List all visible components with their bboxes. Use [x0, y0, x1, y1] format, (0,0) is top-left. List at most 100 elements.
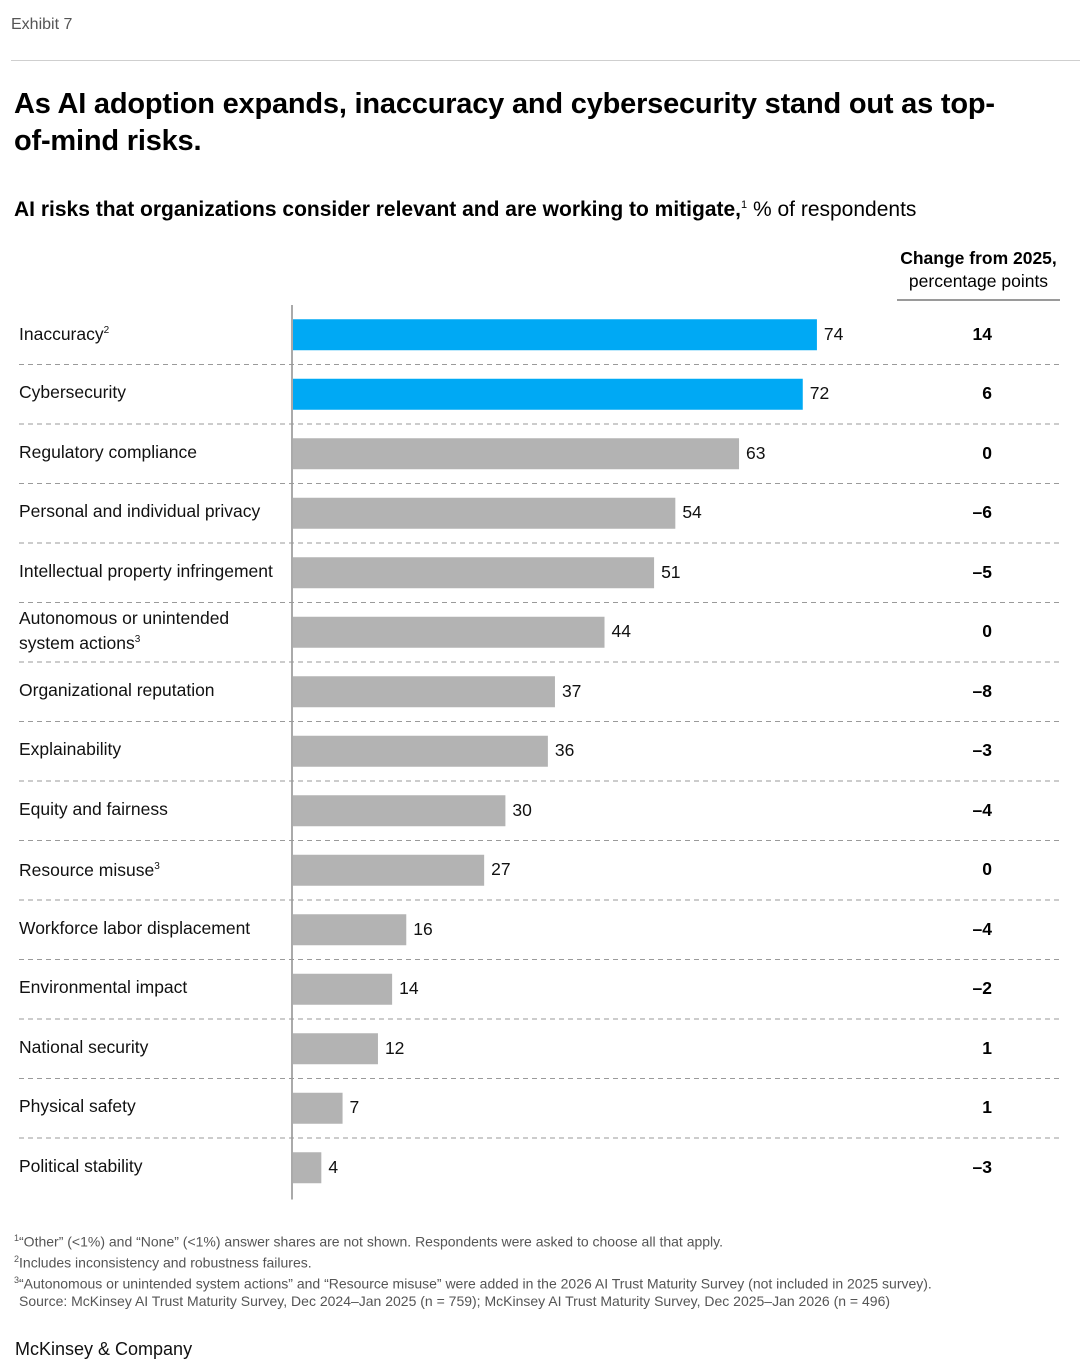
category-label-text: Autonomous or unintended system actions — [19, 607, 230, 653]
brand-logo-text: McKinsey & Company — [15, 1339, 193, 1359]
change-header-rule — [897, 299, 1060, 301]
category-label: Workforce labor displacement — [19, 917, 284, 939]
category-label: Equity and fairness — [19, 798, 284, 820]
bar-workforce-labor-displacement — [293, 914, 407, 946]
subtitle-bold: AI risks that organizations consider rel… — [14, 198, 742, 221]
change-value-label: 0 — [982, 859, 992, 880]
bar-intellectual-property-infringement — [293, 557, 655, 589]
bar-resource-misuse — [293, 854, 485, 886]
change-value-label: –6 — [972, 502, 992, 523]
category-label-text: Resource misuse — [19, 859, 155, 880]
change-header-line2: percentage points — [908, 271, 1049, 291]
category-label-text: Cybersecurity — [19, 382, 126, 403]
change-value-label: 1 — [982, 1097, 992, 1118]
category-label-text: Inaccuracy — [19, 324, 104, 345]
category-label: Inaccuracy2 — [19, 320, 284, 345]
change-value-label: 6 — [982, 383, 992, 404]
bar-national-security — [293, 1033, 378, 1065]
category-label: Cybersecurity — [19, 381, 284, 403]
change-value-label: –3 — [972, 740, 992, 761]
bar-value-label: 27 — [491, 859, 511, 880]
footnote-1: 1“Other” (<1%) and “None” (<1%) answer s… — [14, 1230, 1064, 1251]
change-column-header: Change from 2025, percentage points — [897, 247, 1060, 293]
bar-inaccuracy — [293, 319, 817, 351]
category-label-text: Workforce labor displacement — [19, 917, 251, 938]
bar-cybersecurity — [293, 378, 803, 410]
category-label: Intellectual property infringement — [19, 560, 284, 582]
change-value-label: 0 — [982, 621, 992, 642]
footnotes: 1“Other” (<1%) and “None” (<1%) answer s… — [14, 1230, 1064, 1311]
change-value-label: –4 — [972, 918, 992, 939]
category-label-text: Equity and fairness — [19, 798, 168, 819]
source-note: Source: McKinsey AI Trust Maturity Surve… — [14, 1293, 1064, 1311]
category-label: National security — [19, 1036, 284, 1058]
change-value-label: –3 — [972, 1156, 992, 1177]
category-label: Organizational reputation — [19, 679, 284, 701]
footnote-1-marker: 1 — [14, 1233, 20, 1243]
category-label: Explainability — [19, 738, 284, 760]
footnote-1-text: “Other” (<1%) and “None” (<1%) answer sh… — [19, 1233, 724, 1250]
bar-value-label: 63 — [746, 442, 766, 463]
bar-value-label: 16 — [413, 918, 433, 939]
bar-explainability — [293, 735, 548, 767]
subtitle-unit: % of respondents — [747, 198, 917, 221]
bar-value-label: 36 — [554, 740, 575, 761]
bar-equity-and-fairness — [293, 795, 506, 827]
footnote-3-marker: 3 — [14, 1275, 20, 1286]
exhibit-label: Exhibit 7 — [11, 16, 73, 33]
bar-value-label: 14 — [399, 978, 419, 999]
category-label: Personal and individual privacy — [19, 500, 284, 522]
chart-subtitle: AI risks that organizations consider rel… — [14, 198, 916, 222]
bar-value-label: 51 — [661, 561, 681, 582]
bar-political-stability — [293, 1152, 322, 1184]
footnote-2-text: Includes inconsistency and robustness fa… — [19, 1254, 312, 1271]
category-label: Political stability — [19, 1155, 284, 1177]
bar-value-label: 54 — [682, 502, 702, 523]
bar-personal-and-individual-privacy — [293, 497, 676, 529]
category-label: Resource misuse3 — [19, 856, 284, 881]
category-footnote-ref: 3 — [134, 633, 141, 645]
change-value-label: –4 — [972, 799, 992, 820]
bar-physical-safety — [293, 1092, 343, 1124]
header-divider — [11, 60, 1080, 61]
category-label: Physical safety — [19, 1095, 284, 1117]
source-text: Source: McKinsey AI Trust Maturity Surve… — [19, 1293, 891, 1310]
category-label: Autonomous or unintended system actions3 — [19, 607, 284, 654]
category-label-text: Political stability — [19, 1155, 143, 1176]
chart-headline: As AI adoption expands, inaccuracy and c… — [14, 88, 995, 157]
change-value-label: –2 — [972, 978, 992, 999]
change-header-line1: Change from 2025, — [900, 248, 1057, 268]
footnote-3-text: “Autonomous or unintended system actions… — [19, 1275, 932, 1292]
bar-value-label: 12 — [384, 1037, 405, 1058]
category-label: Regulatory compliance — [19, 441, 284, 463]
change-value-label: 0 — [982, 442, 992, 463]
category-label-text: Regulatory compliance — [19, 441, 198, 462]
subtitle-footnote-ref: 1 — [741, 199, 748, 211]
category-footnote-ref: 2 — [103, 325, 110, 337]
category-label-text: National security — [19, 1036, 149, 1057]
change-value-label: 14 — [972, 323, 992, 344]
category-label-text: Personal and individual privacy — [19, 501, 261, 522]
category-label-text: Intellectual property infringement — [19, 560, 273, 581]
category-label-text: Environmental impact — [19, 977, 188, 998]
category-footnote-ref: 3 — [154, 860, 160, 872]
footnote-2: 2Includes inconsistency and robustness f… — [14, 1251, 1064, 1272]
change-value-label: –8 — [972, 680, 992, 701]
category-label-text: Organizational reputation — [19, 679, 215, 700]
category-label-text: Explainability — [19, 739, 122, 760]
bar-value-label: 74 — [823, 323, 844, 344]
change-value-label: –5 — [972, 561, 992, 582]
bar-value-label: 4 — [328, 1156, 339, 1177]
bar-autonomous-or-unintended-system-actions — [293, 616, 605, 648]
bar-value-label: 7 — [349, 1097, 360, 1118]
change-value-label: 1 — [982, 1037, 992, 1058]
category-label: Environmental impact — [19, 976, 284, 998]
bar-value-label: 44 — [611, 621, 631, 642]
bar-environmental-impact — [293, 973, 393, 1005]
bar-value-label: 72 — [809, 383, 830, 404]
bar-regulatory-compliance — [293, 438, 740, 470]
bar-organizational-reputation — [293, 676, 555, 708]
footnote-3: 3“Autonomous or unintended system action… — [14, 1272, 1064, 1293]
category-label-text: Physical safety — [19, 1096, 136, 1117]
bar-value-label: 37 — [561, 680, 582, 701]
